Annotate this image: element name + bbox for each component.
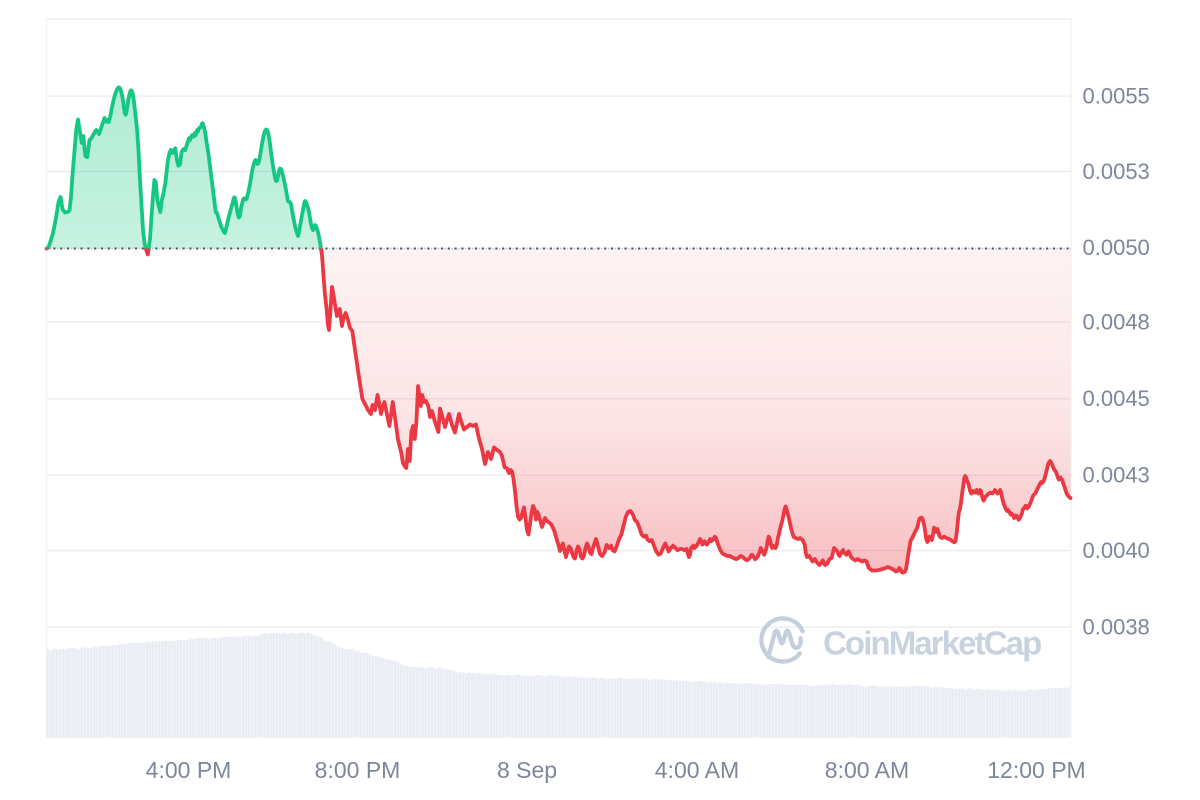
svg-text:0.0043: 0.0043 xyxy=(1083,463,1150,488)
svg-text:0.0048: 0.0048 xyxy=(1083,309,1150,334)
svg-text:8:00 PM: 8:00 PM xyxy=(315,757,401,783)
svg-text:0.0055: 0.0055 xyxy=(1083,84,1150,109)
svg-text:0.0038: 0.0038 xyxy=(1083,614,1150,639)
svg-text:0.0045: 0.0045 xyxy=(1083,386,1150,411)
svg-text:8:00 AM: 8:00 AM xyxy=(825,757,909,783)
svg-text:8 Sep: 8 Sep xyxy=(497,757,557,783)
svg-text:0.0050: 0.0050 xyxy=(1083,235,1150,260)
svg-text:4:00 PM: 4:00 PM xyxy=(146,757,232,783)
svg-text:0.0040: 0.0040 xyxy=(1083,538,1150,563)
svg-text:0.0053: 0.0053 xyxy=(1083,159,1150,184)
svg-text:CoinMarketCap: CoinMarketCap xyxy=(823,625,1041,662)
svg-text:4:00 AM: 4:00 AM xyxy=(655,757,739,783)
svg-text:12:00 PM: 12:00 PM xyxy=(987,757,1085,783)
